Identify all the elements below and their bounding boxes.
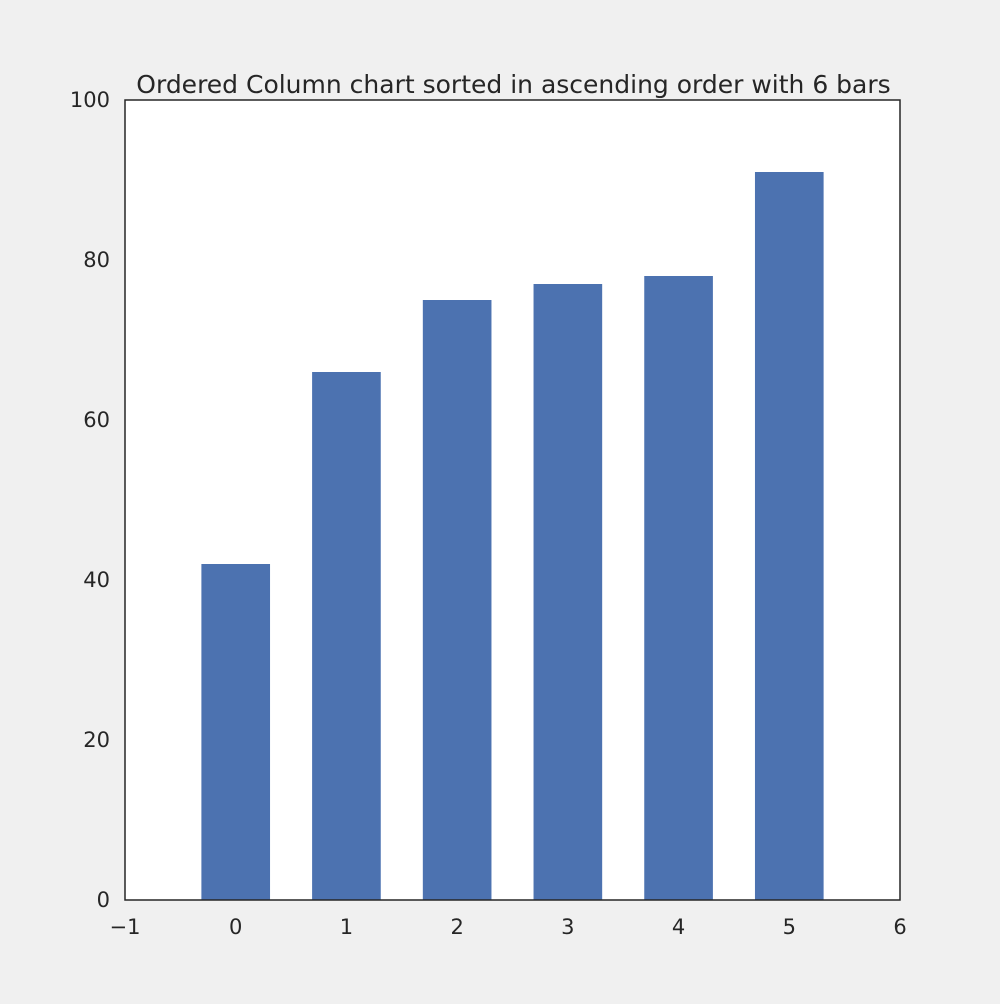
x-tick-label: 2	[450, 915, 463, 939]
bar-2	[422, 300, 492, 900]
y-tick-label: 0	[97, 888, 110, 912]
bar-4	[644, 276, 713, 900]
bars-group	[201, 172, 824, 900]
y-tick-label: 80	[83, 248, 110, 272]
x-axis: −1 0 1 2 3 4 5 6	[110, 915, 907, 939]
bar-3	[533, 284, 603, 900]
y-axis: 0 20 40 60 80 100	[70, 88, 110, 912]
y-tick-label: 40	[83, 568, 110, 592]
x-tick-label: 0	[229, 915, 242, 939]
plot-frame	[124, 99, 901, 901]
x-tick-label: 1	[340, 915, 353, 939]
x-tick-label: 3	[561, 915, 574, 939]
x-tick-label: 5	[783, 915, 796, 939]
x-tick-label: 6	[893, 915, 906, 939]
x-tick-label: 4	[672, 915, 685, 939]
y-tick-label: 20	[83, 728, 110, 752]
y-tick-label: 60	[83, 408, 110, 432]
x-tick-label: −1	[110, 915, 141, 939]
bar-0	[201, 564, 271, 900]
chart-title: Ordered Column chart sorted in ascending…	[136, 70, 890, 99]
y-tick-label: 100	[70, 88, 110, 112]
bar-1	[312, 372, 381, 900]
bar-5	[754, 172, 824, 900]
